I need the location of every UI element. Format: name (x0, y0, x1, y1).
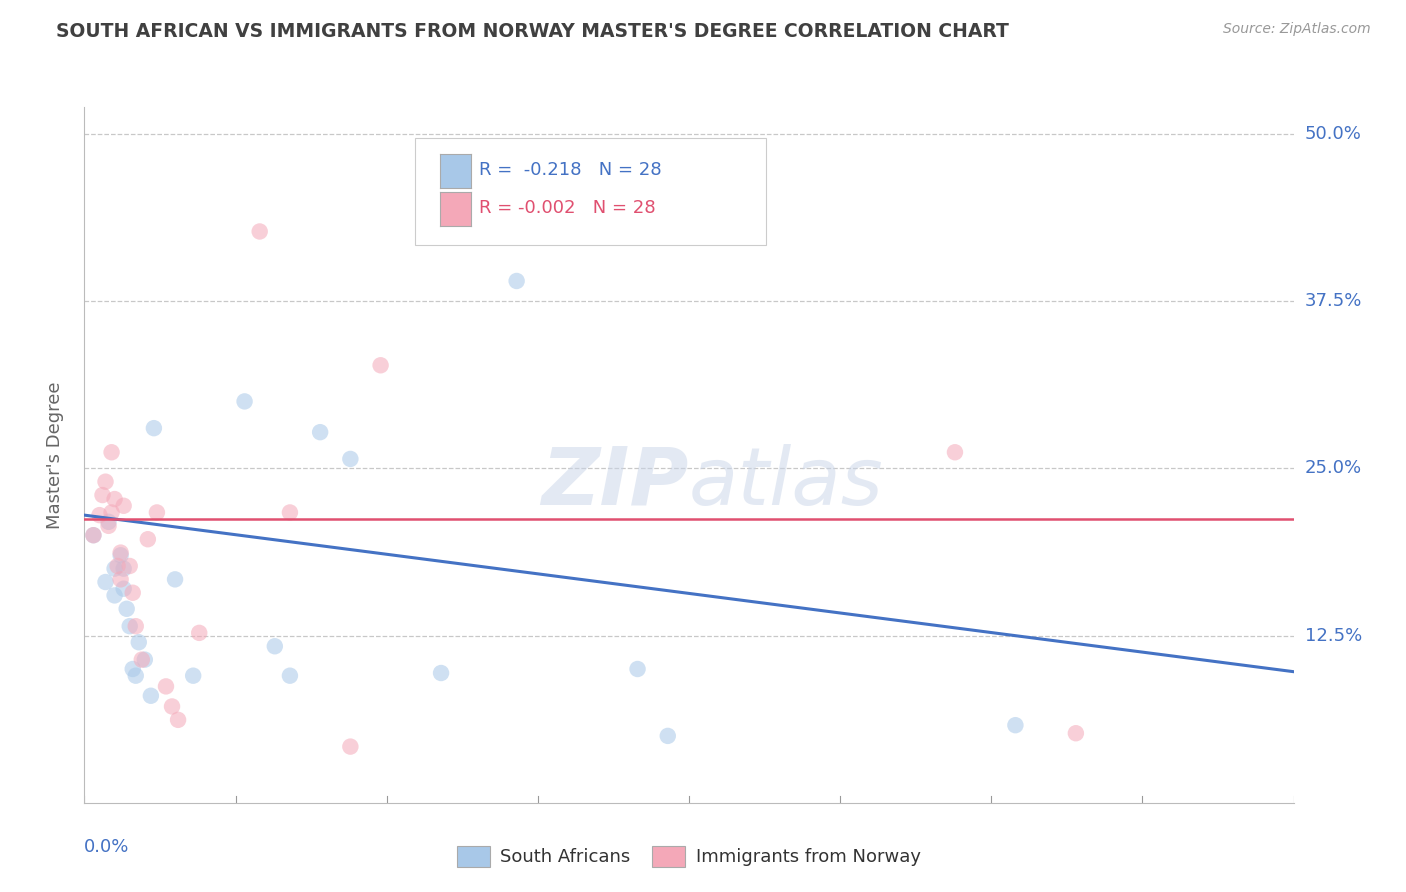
Point (278, 669, 301, 683)
Point (97, 519, 120, 533)
Point (110, 546, 132, 560)
Point (110, 573, 132, 587)
Point (430, 665, 453, 680)
Point (125, 619, 148, 633)
Point (339, 739, 361, 754)
Text: atlas: atlas (689, 443, 884, 522)
Point (131, 653, 153, 667)
Point (100, 445, 122, 459)
Point (136, 532, 159, 546)
Point (339, 452, 361, 467)
Point (134, 653, 156, 667)
Text: R =  -0.218   N = 28: R = -0.218 N = 28 (479, 161, 662, 179)
Point (112, 499, 135, 513)
Point (142, 421, 165, 435)
Point (139, 689, 162, 703)
Point (657, 729, 679, 743)
Point (167, 713, 190, 727)
Point (160, 699, 183, 714)
Point (370, 358, 392, 373)
Point (112, 582, 135, 596)
Point (118, 619, 141, 633)
Point (943, 445, 966, 459)
Point (163, 573, 186, 587)
Point (94, 475, 117, 489)
Text: 12.5%: 12.5% (1305, 626, 1362, 645)
Text: 0.0%: 0.0% (84, 838, 129, 855)
Point (146, 505, 169, 519)
Point (94, 575, 117, 590)
Point (309, 425, 332, 440)
Point (82, 528, 104, 542)
Point (104, 589, 127, 603)
Point (155, 680, 177, 694)
Point (505, 274, 527, 288)
Point (626, 662, 648, 676)
Point (110, 548, 132, 563)
Point (249, 225, 271, 239)
Text: 25.0%: 25.0% (1305, 459, 1362, 477)
Point (1004, 718, 1026, 732)
Y-axis label: Master's Degree: Master's Degree (45, 381, 63, 529)
Point (263, 639, 285, 653)
Text: 37.5%: 37.5% (1305, 292, 1362, 310)
Point (107, 558, 129, 574)
Point (82, 528, 104, 542)
Point (100, 505, 122, 519)
Point (104, 492, 127, 507)
Text: R = -0.002   N = 28: R = -0.002 N = 28 (479, 199, 657, 217)
Point (112, 562, 135, 576)
Point (233, 394, 256, 409)
Point (188, 626, 211, 640)
Point (128, 635, 150, 649)
Point (89, 508, 111, 523)
Point (125, 669, 148, 683)
Point (181, 669, 204, 683)
Text: 50.0%: 50.0% (1305, 125, 1361, 143)
Point (115, 602, 138, 616)
Legend: South Africans, Immigrants from Norway: South Africans, Immigrants from Norway (450, 838, 928, 874)
Text: SOUTH AFRICAN VS IMMIGRANTS FROM NORWAY MASTER'S DEGREE CORRELATION CHART: SOUTH AFRICAN VS IMMIGRANTS FROM NORWAY … (56, 22, 1010, 41)
Point (104, 562, 127, 576)
Point (91, 488, 114, 502)
Point (1064, 726, 1087, 740)
Text: ZIP: ZIP (541, 443, 689, 522)
Point (121, 662, 143, 676)
Point (278, 505, 301, 519)
Point (97, 515, 120, 529)
Point (121, 586, 143, 600)
Text: Source: ZipAtlas.com: Source: ZipAtlas.com (1223, 22, 1371, 37)
Point (118, 558, 141, 574)
